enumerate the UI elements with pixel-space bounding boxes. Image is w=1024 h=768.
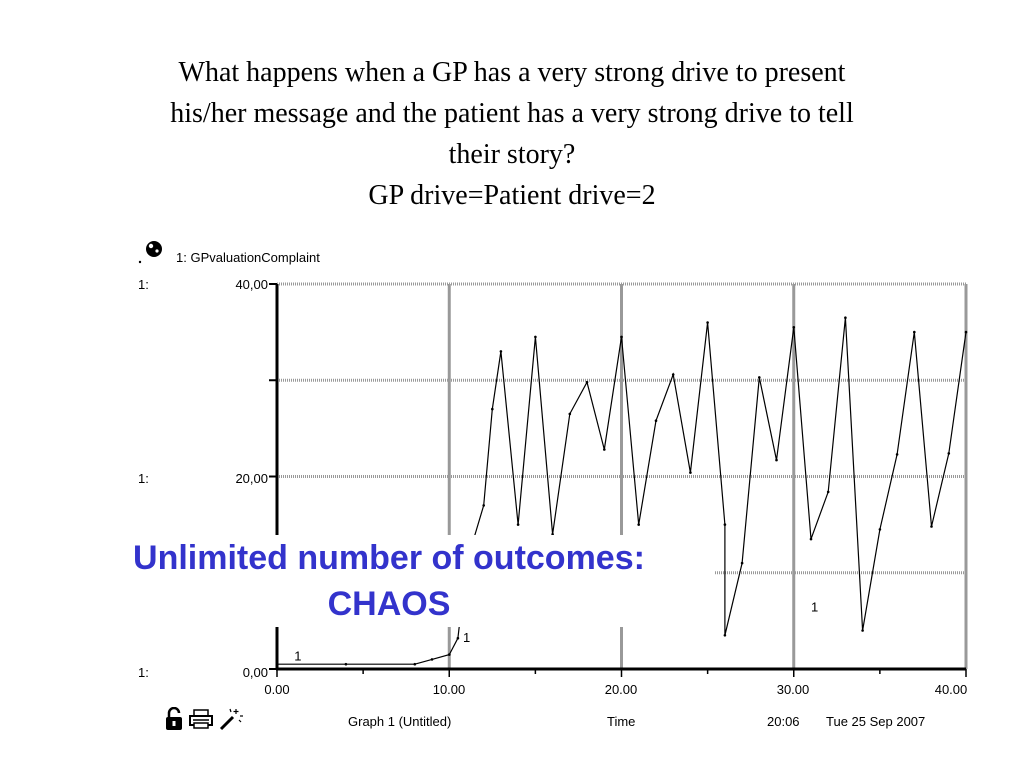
data-point [534,335,537,339]
chaos-callout: Unlimited number of outcomes: CHAOS [64,535,714,627]
legend-series-label: 1: GPvaluationComplaint [176,250,320,265]
scale-prefix: 1: [138,277,149,292]
data-point [740,561,744,565]
data-point [706,321,709,324]
slide-title-line: his/her message and the patient has a ve… [170,98,854,129]
data-point [913,330,916,334]
graph-toolbar [164,706,244,736]
graph-name: Graph 1 (Untitled) [348,714,451,729]
data-point [964,330,968,334]
data-point [413,662,417,666]
data-point [603,448,606,451]
lock-icon[interactable] [164,706,184,736]
footer-date: Tue 25 Sep 2007 [826,714,925,729]
series-marker-label: 1 [294,648,301,663]
data-point [775,458,778,462]
data-point [809,537,813,541]
data-point [654,419,658,423]
data-point [585,380,589,384]
data-point [689,471,692,474]
data-point [637,523,640,526]
data-point [723,634,727,637]
slide-title-line: their story? [448,139,576,170]
data-point [620,335,623,339]
x-axis-label: Time [607,714,635,729]
data-point [895,453,899,456]
data-point [491,407,494,411]
data-point [930,525,933,528]
data-point [482,504,486,507]
data-point [568,412,572,416]
x-tick-label: 10.00 [433,682,466,697]
data-point [947,452,951,455]
scale-prefix: 1: [138,665,149,680]
data-point [456,636,460,640]
data-point [826,490,830,494]
data-point [861,629,864,632]
data-point [448,653,451,656]
y-tick-label: 0,00 [243,665,268,680]
series-marker-label: 1 [811,599,818,614]
slide-subtitle: GP drive=Patient drive=2 [368,180,656,211]
x-tick-label: 40.00 [935,682,968,697]
data-point [878,528,882,531]
y-tick-label: 40,00 [235,277,268,292]
slide-title: What happens when a GP has a very strong… [0,52,1024,216]
series-marker-label: 1 [463,630,470,645]
x-tick-label: 20.00 [605,682,638,697]
data-point [723,523,727,526]
magic-wand-icon[interactable] [218,706,244,737]
data-point [275,662,279,666]
x-tick-label: 0.00 [264,682,289,697]
data-point [792,326,796,329]
data-point [551,533,554,536]
data-point [758,376,761,379]
data-point [671,373,675,376]
x-tick-label: 30.00 [777,682,810,697]
data-point [430,658,434,661]
callout-line: CHAOS [327,585,451,623]
scale-prefix: 1: [138,471,149,486]
printer-icon[interactable] [188,708,214,735]
data-point [516,523,520,526]
data-point [344,662,348,666]
slide-title-line: What happens when a GP has a very strong… [178,57,846,88]
y-tick-label: 20,00 [235,471,268,486]
callout-line: Unlimited number of outcomes: [133,539,645,577]
data-point [844,316,847,320]
footer-time: 20:06 [767,714,800,729]
data-point [499,350,503,353]
graph-settings-icon[interactable] [138,241,162,264]
